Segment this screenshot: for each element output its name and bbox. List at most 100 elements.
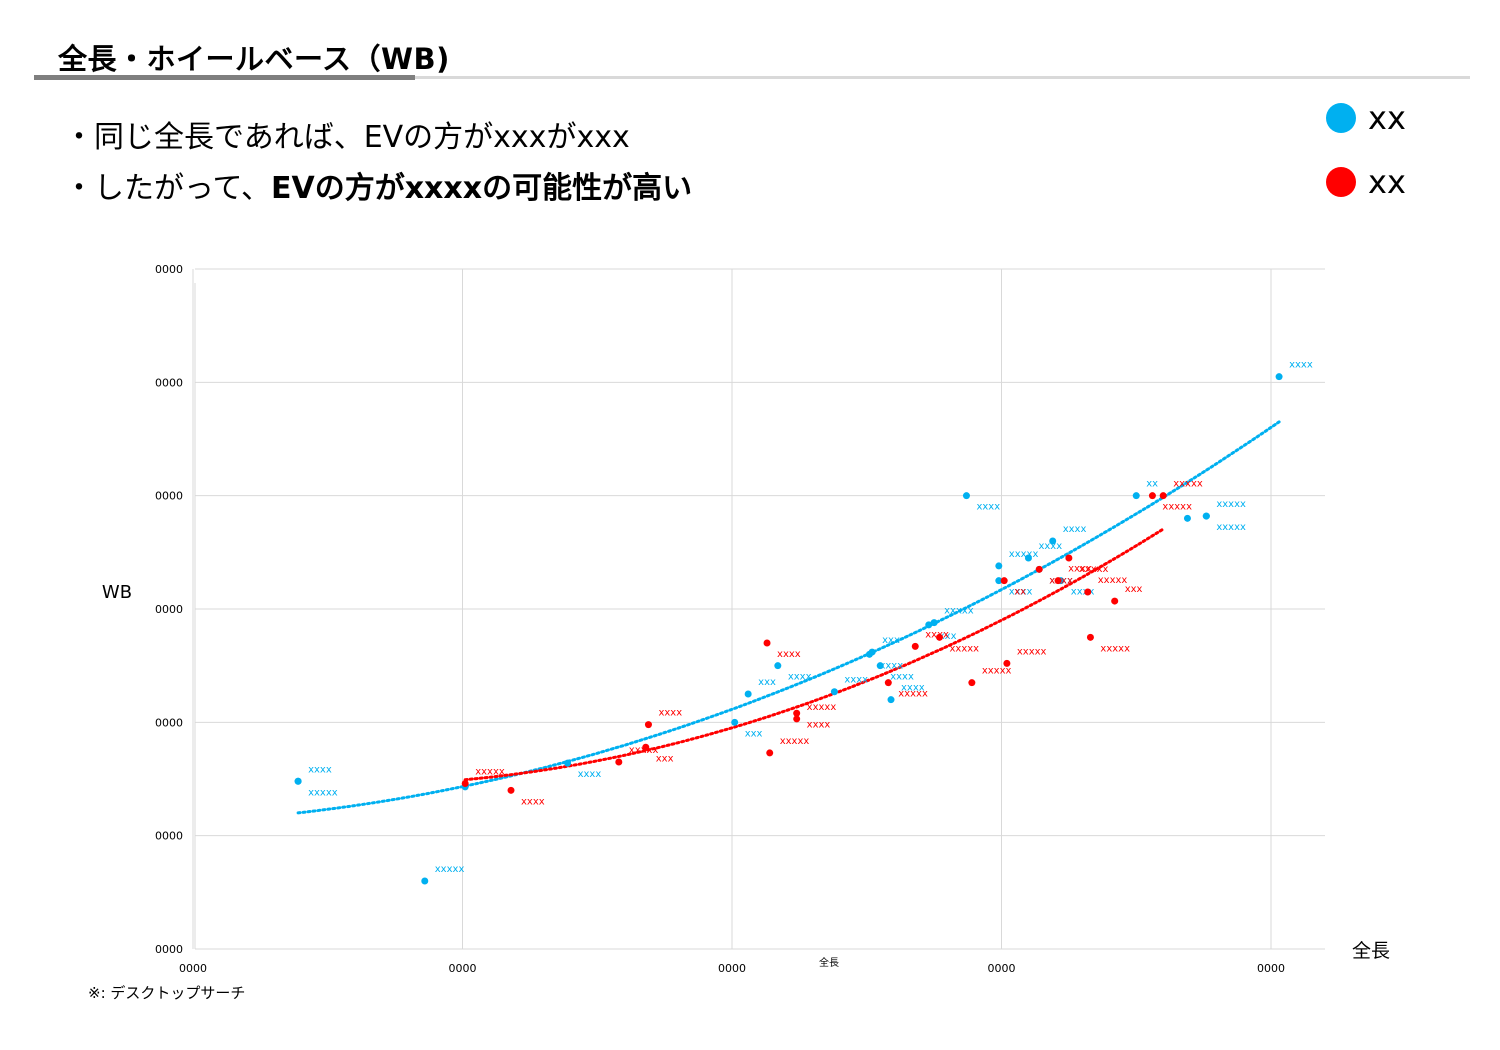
y-axis-label: WB [102, 582, 132, 603]
data-label: xxxx [1068, 564, 1092, 575]
y-tick-label: 0000 [155, 263, 183, 276]
x-axis-label-small: 全長 [819, 956, 839, 969]
legend-item-blue: xx [1326, 99, 1406, 137]
data-point [1000, 577, 1008, 585]
data-point [925, 621, 933, 629]
data-point [1202, 512, 1210, 520]
data-point [1065, 554, 1073, 562]
data-point [564, 759, 572, 767]
trendline-series-1 [296, 420, 1281, 815]
x-tick-label: 0000 [449, 962, 477, 975]
data-point [1275, 373, 1283, 381]
data-label: xxxxx [1216, 499, 1246, 510]
data-point [763, 639, 771, 647]
y-tick-label: 0000 [155, 603, 183, 616]
legend-label-blue: xx [1368, 99, 1406, 137]
y-tick-label: 0000 [155, 830, 183, 843]
data-point [1159, 492, 1167, 500]
data-point [1084, 588, 1092, 596]
data-point [642, 743, 650, 751]
data-point [744, 690, 752, 698]
x-tick-label: 0000 [718, 962, 746, 975]
data-label: xx [1146, 479, 1158, 490]
legend-dot-red [1326, 167, 1356, 197]
data-point [507, 786, 515, 794]
trendline-series-2 [463, 527, 1165, 782]
data-label: xxxx [521, 796, 545, 807]
data-point [461, 780, 469, 788]
page-title: 全長・ホイールベース（WB) [58, 42, 450, 76]
data-point [421, 877, 429, 885]
data-label: xxx [1125, 584, 1143, 595]
data-point [1148, 492, 1156, 500]
data-label: xxxxx [308, 787, 338, 798]
data-point [930, 619, 938, 627]
data-label: xxxxx [1173, 479, 1203, 490]
bullet-2-normal: ・したがって、 [64, 171, 271, 206]
data-label: xxxx [308, 764, 332, 775]
data-point [1086, 633, 1094, 641]
data-label: xxx [745, 728, 763, 739]
y-tick-label: 0000 [155, 376, 183, 389]
data-point [1132, 492, 1140, 500]
data-label: xxxx [1071, 587, 1095, 598]
data-point [936, 633, 944, 641]
bullet-2-bold: EVの方がxxxxの可能性が高い [271, 171, 693, 206]
data-point [294, 777, 302, 785]
data-label: xxxxx [1216, 522, 1246, 533]
footnote: ※: デスクトップサーチ [88, 984, 246, 1002]
data-point [995, 562, 1003, 570]
data-point [1024, 554, 1032, 562]
data-label: xxxx [890, 672, 914, 683]
data-point [1035, 565, 1043, 573]
x-tick-label: 0000 [1257, 962, 1285, 975]
data-label: xxxxx [1017, 646, 1047, 657]
data-label: xxxxx [475, 767, 505, 778]
data-label: xx [1014, 587, 1026, 598]
data-point [962, 492, 970, 500]
data-label: xxxx [1009, 587, 1033, 598]
bullet-1: ・同じ全長であれば、EVの方がxxxがxxx [64, 120, 630, 155]
data-label: xxxxx [1162, 502, 1192, 513]
title-underline-light [415, 76, 1470, 79]
data-label: xxxx [777, 649, 801, 660]
data-point [868, 648, 876, 656]
x-tick-label: 0000 [179, 962, 207, 975]
data-label: xxxxx [1098, 575, 1128, 586]
data-point [1054, 577, 1062, 585]
data-point [911, 642, 919, 650]
data-label: xxxxx [1079, 564, 1109, 575]
data-label: xxxx [976, 502, 1000, 513]
data-label: xxx [758, 677, 776, 688]
legend-label-red: xx [1368, 163, 1406, 201]
data-label: xxxx [879, 660, 903, 671]
data-label: xxxx [1038, 541, 1062, 552]
data-point [968, 679, 976, 687]
legend-dot-blue [1326, 103, 1356, 133]
data-label: xxxxx [898, 689, 928, 700]
data-label: xxxx [578, 769, 602, 780]
x-axis-label: 全長 [1352, 940, 1390, 962]
data-point [830, 688, 838, 696]
data-point [884, 679, 892, 687]
data-label: xxxxx [982, 666, 1012, 677]
data-point [1003, 659, 1011, 667]
data-point [731, 718, 739, 726]
data-label: xxxxx [780, 736, 810, 747]
data-point [887, 696, 895, 704]
data-label: xxxxx [629, 745, 659, 756]
legend-item-red: xx [1326, 163, 1406, 201]
data-label: xxxxx [950, 643, 980, 654]
y-tick-label: 0000 [155, 943, 183, 956]
data-label: xxxx [658, 708, 682, 719]
data-label: xxxxx [944, 606, 974, 617]
bullet-2: ・したがって、EVの方がxxxxの可能性が高い [64, 163, 692, 207]
data-point [1111, 597, 1119, 605]
data-label: xxxx [788, 672, 812, 683]
data-label: xxxxx [1100, 643, 1130, 654]
data-point [995, 577, 1003, 585]
y-tick-label: 0000 [155, 716, 183, 729]
data-label: xxxxx [807, 702, 837, 713]
data-label: xxxx [901, 683, 925, 694]
